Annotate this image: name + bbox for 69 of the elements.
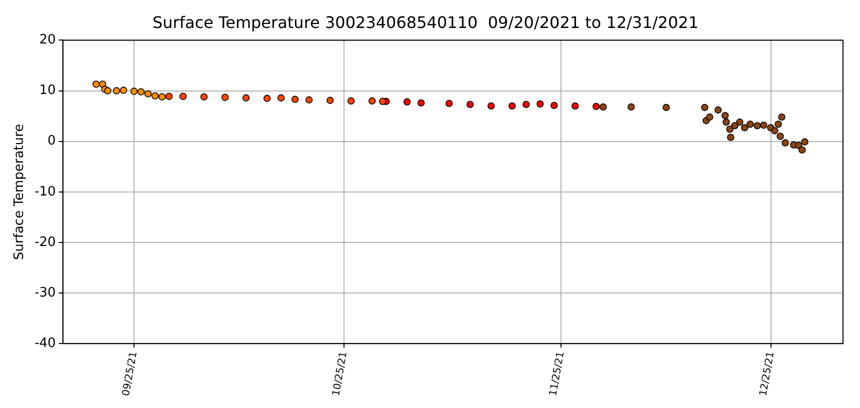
point — [165, 92, 173, 100]
point — [722, 112, 729, 120]
point — [782, 139, 789, 146]
point — [722, 118, 730, 126]
y-tick-label: -10 — [34, 184, 56, 200]
point — [92, 80, 100, 88]
point — [550, 102, 558, 110]
chart-title: Surface Temperature 300234068540110 09/20/2021 to 12/31/2021 — [152, 12, 699, 32]
point — [727, 134, 734, 141]
point — [263, 94, 271, 102]
point — [488, 102, 495, 110]
point — [120, 86, 128, 94]
y-tick-label: 0 — [48, 134, 56, 149]
y-tick-label: -30 — [34, 285, 56, 300]
point — [662, 104, 670, 112]
point — [277, 94, 285, 102]
x-tick-label: 10/25/21 — [330, 350, 350, 397]
x-tick-label: 09/25/21 — [120, 350, 140, 397]
point — [466, 100, 474, 108]
point — [754, 122, 761, 130]
point — [112, 87, 120, 94]
point — [760, 122, 768, 129]
y-tick-label: -20 — [34, 234, 56, 250]
y-tick-label: 20 — [39, 32, 56, 48]
point — [104, 87, 112, 94]
point — [151, 92, 159, 100]
point — [291, 96, 299, 103]
point — [741, 124, 748, 132]
y-axis-title: Surface Temperature — [12, 124, 28, 260]
point — [726, 126, 734, 133]
point — [347, 97, 355, 104]
point — [628, 103, 635, 111]
point — [736, 118, 744, 126]
point — [221, 94, 229, 101]
point — [572, 102, 579, 110]
point — [379, 98, 386, 106]
point — [522, 100, 530, 108]
point — [592, 102, 600, 110]
point — [746, 120, 754, 128]
point — [130, 88, 138, 95]
point — [368, 97, 376, 104]
point — [446, 100, 453, 108]
x-tick-label: 12/25/21 — [758, 350, 777, 397]
point — [706, 113, 714, 121]
point — [714, 106, 722, 114]
point — [801, 138, 808, 146]
point — [536, 100, 544, 108]
point — [200, 93, 208, 100]
point — [158, 93, 166, 100]
point — [305, 96, 313, 104]
y-tick-label: 10 — [39, 83, 56, 98]
y-tick-label: -40 — [34, 336, 56, 352]
point — [326, 96, 334, 104]
point — [798, 146, 806, 154]
point — [778, 113, 786, 121]
point — [731, 122, 738, 130]
point — [404, 98, 411, 106]
point — [701, 104, 708, 112]
point — [771, 127, 778, 134]
point — [418, 99, 425, 107]
point — [776, 132, 784, 140]
point — [137, 88, 145, 96]
x-tick-label: 11/25/21 — [548, 350, 567, 397]
point — [179, 92, 187, 100]
point — [600, 103, 607, 111]
point — [144, 90, 152, 98]
point — [508, 102, 516, 110]
point — [242, 94, 250, 102]
point — [774, 120, 782, 128]
